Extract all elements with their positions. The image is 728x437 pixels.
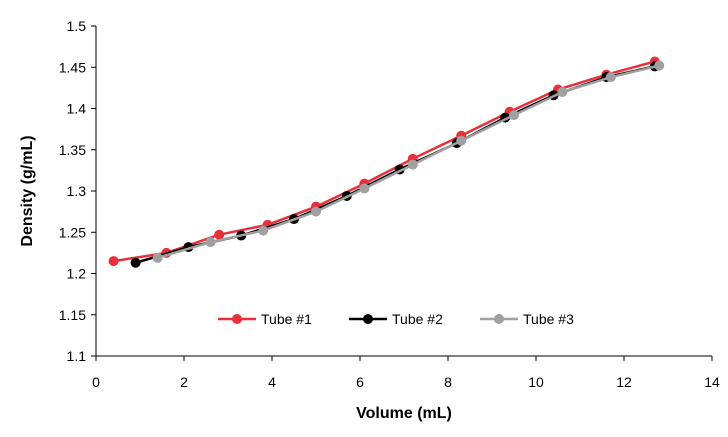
series-line <box>135 65 656 264</box>
data-point <box>258 225 269 236</box>
x-tick-label: 8 <box>444 374 452 390</box>
y-tick-label: 1.1 <box>67 348 87 364</box>
y-tick-label: 1.35 <box>59 142 86 158</box>
legend-label: Tube #1 <box>261 311 312 327</box>
data-point <box>108 256 119 267</box>
data-point <box>152 252 163 263</box>
x-tick-label: 0 <box>92 374 100 390</box>
x-axis-title: Volume (mL) <box>356 405 452 422</box>
x-tick-label: 10 <box>528 374 544 390</box>
y-axis-title: Density (g/mL) <box>19 135 36 246</box>
y-tick-label: 1.3 <box>67 183 87 199</box>
x-tick-label: 2 <box>180 374 188 390</box>
data-point <box>214 229 225 240</box>
data-point <box>509 110 519 121</box>
y-tick-label: 1.25 <box>59 224 86 240</box>
series-layer <box>108 56 665 268</box>
y-tick-label: 1.45 <box>59 59 86 75</box>
y-tick-label: 1.2 <box>67 266 87 282</box>
legend-item: Tube #2 <box>349 311 443 327</box>
y-ticks: 1.1 1.15 1.2 1.25 1.3 1.35 1.4 1.45 1.5 <box>59 18 96 364</box>
legend-item: Tube #1 <box>218 311 312 327</box>
x-tick-label: 6 <box>356 374 364 390</box>
data-point <box>557 87 568 97</box>
legend-swatch-marker <box>494 314 504 324</box>
data-point <box>205 237 216 248</box>
x-ticks: 0 2 4 6 8 10 12 14 <box>92 356 720 390</box>
data-point <box>359 183 370 194</box>
y-tick-label: 1.5 <box>67 18 87 34</box>
x-tick-label: 12 <box>616 374 632 390</box>
legend-swatch-marker <box>232 314 242 324</box>
axes: 1.1 1.15 1.2 1.25 1.3 1.35 1.4 1.45 1.5 0 2 4 6 8 10 1… <box>59 18 720 390</box>
legend-swatch-marker <box>363 314 373 324</box>
y-tick-label: 1.15 <box>59 307 86 323</box>
y-tick-label: 1.4 <box>67 101 87 117</box>
data-point <box>654 60 665 71</box>
data-point <box>605 72 616 83</box>
data-point <box>407 159 418 170</box>
series-line <box>113 60 656 263</box>
legend: Tube #1 Tube #2 Tube #3 <box>218 311 574 327</box>
x-tick-label: 14 <box>704 374 720 390</box>
series-3 <box>152 60 665 263</box>
data-point <box>456 135 467 146</box>
legend-label: Tube #3 <box>523 311 574 327</box>
legend-label: Tube #2 <box>392 311 443 327</box>
x-tick-label: 4 <box>268 374 276 390</box>
legend-item: Tube #3 <box>480 311 574 327</box>
data-point <box>130 257 141 268</box>
data-point <box>311 206 321 217</box>
